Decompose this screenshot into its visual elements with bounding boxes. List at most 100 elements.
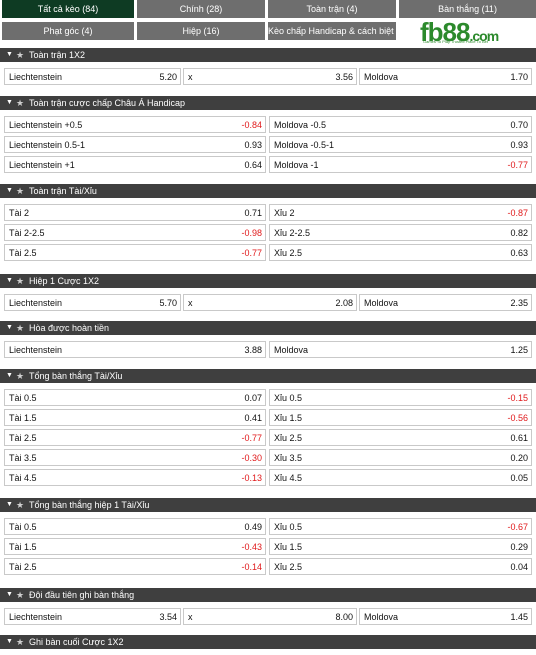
odds-value: 1.25 [510, 345, 528, 355]
odds-cell[interactable]: Tài 2-2.5 -0.98 [4, 224, 266, 241]
odds-cell[interactable]: Tài 2.5 -0.14 [4, 558, 266, 575]
odds-cell[interactable]: Xỉu 0.5 -0.15 [269, 389, 532, 406]
odds-value: 0.93 [244, 140, 262, 150]
chevron-down-icon[interactable]: ▼ [6, 324, 13, 331]
odds-cell[interactable]: Tài 2.5 -0.77 [4, 429, 266, 446]
odds-cell[interactable]: Liechtenstein 0.5-1 0.93 [4, 136, 266, 153]
tab-handicap[interactable]: Kèo chấp Handicap & cách biệt (3) [268, 22, 396, 40]
odds-cell[interactable]: Moldova 1.45 [359, 608, 532, 625]
selection-label: Xỉu 0.5 [274, 393, 303, 403]
section-header[interactable]: ▼ ★ Toàn trận cược chấp Châu Á Handicap [0, 96, 536, 110]
odds-cell[interactable]: Tài 1.5 0.41 [4, 409, 266, 426]
section-header[interactable]: ▼ ★ Tổng bàn thắng hiệp 1 Tài/Xỉu [0, 498, 536, 512]
odds-cell[interactable]: Liechtenstein +1 0.64 [4, 156, 266, 173]
star-icon[interactable]: ★ [16, 371, 25, 381]
star-icon[interactable]: ★ [16, 323, 25, 333]
section-title: Tổng bàn thắng hiệp 1 Tài/Xỉu [29, 500, 150, 510]
selection-label: Xỉu 1.5 [274, 542, 303, 552]
odds-cell[interactable]: Moldova 2.35 [359, 294, 532, 311]
section-title: Hiệp 1 Cược 1X2 [29, 276, 99, 286]
tab-corners[interactable]: Phạt góc (4) [2, 22, 134, 40]
odds-cell[interactable]: Tài 3.5 -0.30 [4, 449, 266, 466]
tab-halves[interactable]: Hiệp (16) [137, 22, 265, 40]
odds-cell[interactable]: Moldova -1 -0.77 [269, 156, 532, 173]
star-icon[interactable]: ★ [16, 50, 25, 60]
selection-label: Xỉu 2.5 [274, 562, 303, 572]
odds-cell[interactable]: Tài 0.5 0.49 [4, 518, 266, 535]
odds-cell[interactable]: Moldova 1.70 [359, 68, 532, 85]
chevron-down-icon[interactable]: ▼ [6, 51, 13, 58]
tab-goals[interactable]: Bàn thắng (11) [399, 0, 536, 18]
odds-cell[interactable]: Moldova -0.5 0.70 [269, 116, 532, 133]
tab-all-markets[interactable]: Tất cả kèo (84) [2, 0, 134, 18]
section-header[interactable]: ▼ ★ Toàn trận 1X2 [0, 48, 536, 62]
star-icon[interactable]: ★ [16, 276, 25, 286]
odds-row: Tài 2.5 -0.77 Xỉu 2.5 0.61 [0, 429, 536, 448]
tab-full-match[interactable]: Toàn trận (4) [268, 0, 396, 18]
odds-cell[interactable]: x 3.56 [183, 68, 357, 85]
odds-value: 0.63 [510, 248, 528, 258]
odds-cell[interactable]: Xỉu 2 -0.87 [269, 204, 532, 221]
odds-cell[interactable]: Tài 2 0.71 [4, 204, 266, 221]
fb88-logo[interactable]: fb88.com Games To Play Trusted Place To … [400, 18, 530, 46]
section-title: Toàn trận 1X2 [29, 50, 86, 60]
chevron-down-icon[interactable]: ▼ [6, 277, 13, 284]
odds-cell[interactable]: Liechtenstein 5.70 [4, 294, 181, 311]
odds-value: -0.84 [241, 120, 262, 130]
odds-cell[interactable]: Liechtenstein 5.20 [4, 68, 181, 85]
odds-cell[interactable]: Tài 4.5 -0.13 [4, 469, 266, 486]
chevron-down-icon[interactable]: ▼ [6, 638, 13, 645]
chevron-down-icon[interactable]: ▼ [6, 372, 13, 379]
star-icon[interactable]: ★ [16, 590, 25, 600]
section-header[interactable]: ▼ ★ Toàn trận Tài/Xỉu [0, 184, 536, 198]
selection-label: Tài 2.5 [9, 562, 37, 572]
logo-tagline: Games To Play Trusted Place To Bet [423, 39, 488, 44]
odds-value: 5.70 [159, 298, 177, 308]
odds-cell[interactable]: Tài 0.5 0.07 [4, 389, 266, 406]
odds-cell[interactable]: Xỉu 2.5 0.04 [269, 558, 532, 575]
selection-label: Liechtenstein +1 [9, 160, 75, 170]
chevron-down-icon[interactable]: ▼ [6, 99, 13, 106]
chevron-down-icon[interactable]: ▼ [6, 501, 13, 508]
selection-label: Liechtenstein [9, 612, 63, 622]
selection-label: Tài 2-2.5 [9, 228, 45, 238]
selection-label: Xỉu 3.5 [274, 453, 303, 463]
section-header[interactable]: ▼ ★ Tổng bàn thắng Tài/Xỉu [0, 369, 536, 383]
section-header[interactable]: ▼ ★ Hòa được hoàn tiền [0, 321, 536, 335]
odds-cell[interactable]: Xỉu 0.5 -0.67 [269, 518, 532, 535]
odds-cell[interactable]: Xỉu 2.5 0.63 [269, 244, 532, 261]
section-header[interactable]: ▼ ★ Hiệp 1 Cược 1X2 [0, 274, 536, 288]
chevron-down-icon[interactable]: ▼ [6, 187, 13, 194]
section-header[interactable]: ▼ ★ Đội đầu tiên ghi bàn thắng [0, 588, 536, 602]
selection-label: Tài 4.5 [9, 473, 37, 483]
odds-cell[interactable]: Xỉu 4.5 0.05 [269, 469, 532, 486]
tab-main[interactable]: Chính (28) [137, 0, 265, 18]
odds-cell[interactable]: Xỉu 1.5 0.29 [269, 538, 532, 555]
selection-label: Liechtenstein [9, 298, 63, 308]
star-icon[interactable]: ★ [16, 500, 25, 510]
odds-value: -0.14 [241, 562, 262, 572]
odds-row: Tài 2 0.71 Xỉu 2 -0.87 [0, 204, 536, 223]
odds-cell[interactable]: x 2.08 [183, 294, 357, 311]
odds-value: -0.87 [507, 208, 528, 218]
odds-cell[interactable]: Liechtenstein 3.88 [4, 341, 266, 358]
star-icon[interactable]: ★ [16, 637, 25, 647]
odds-cell[interactable]: Xỉu 2.5 0.61 [269, 429, 532, 446]
odds-cell[interactable]: Moldova -0.5-1 0.93 [269, 136, 532, 153]
section-header[interactable]: ▼ ★ Ghi bàn cuối Cược 1X2 [0, 635, 536, 649]
odds-cell[interactable]: Xỉu 2-2.5 0.82 [269, 224, 532, 241]
odds-cell[interactable]: Xỉu 1.5 -0.56 [269, 409, 532, 426]
odds-cell[interactable]: Liechtenstein +0.5 -0.84 [4, 116, 266, 133]
odds-cell[interactable]: x 8.00 [183, 608, 357, 625]
odds-cell[interactable]: Tài 2.5 -0.77 [4, 244, 266, 261]
odds-cell[interactable]: Liechtenstein 3.54 [4, 608, 181, 625]
star-icon[interactable]: ★ [16, 98, 25, 108]
odds-cell[interactable]: Moldova 1.25 [269, 341, 532, 358]
chevron-down-icon[interactable]: ▼ [6, 591, 13, 598]
odds-cell[interactable]: Tài 1.5 -0.43 [4, 538, 266, 555]
odds-row: Liechtenstein +1 0.64 Moldova -1 -0.77 [0, 156, 536, 175]
odds-value: 1.70 [510, 72, 528, 82]
star-icon[interactable]: ★ [16, 186, 25, 196]
selection-label: Moldova -1 [274, 160, 319, 170]
odds-cell[interactable]: Xỉu 3.5 0.20 [269, 449, 532, 466]
